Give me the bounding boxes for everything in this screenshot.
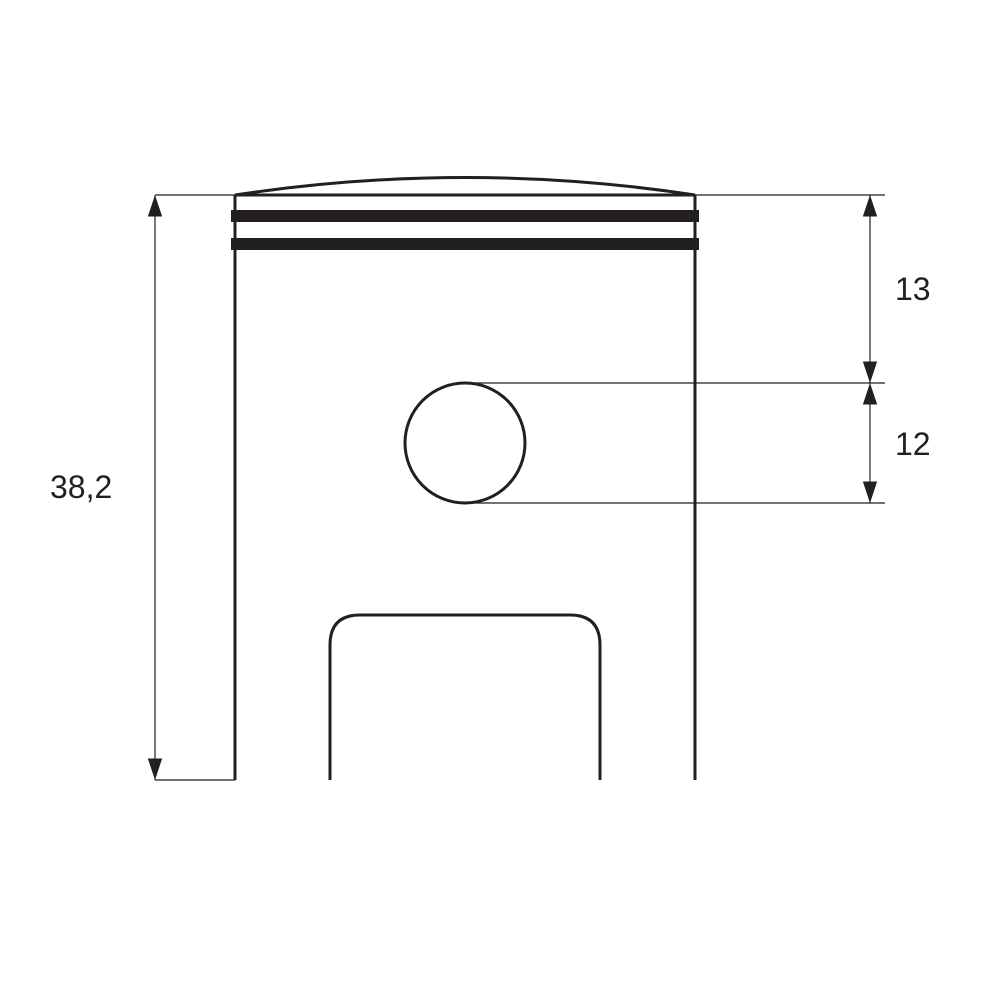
label-total-height: 38,2: [50, 469, 112, 505]
piston-outline: [231, 178, 699, 781]
dimension-lines: [155, 195, 885, 780]
piston-technical-drawing: 38,2 13 12: [0, 0, 1000, 1000]
label-top-to-pin: 13: [895, 271, 931, 307]
label-pin-diameter: 12: [895, 426, 931, 462]
